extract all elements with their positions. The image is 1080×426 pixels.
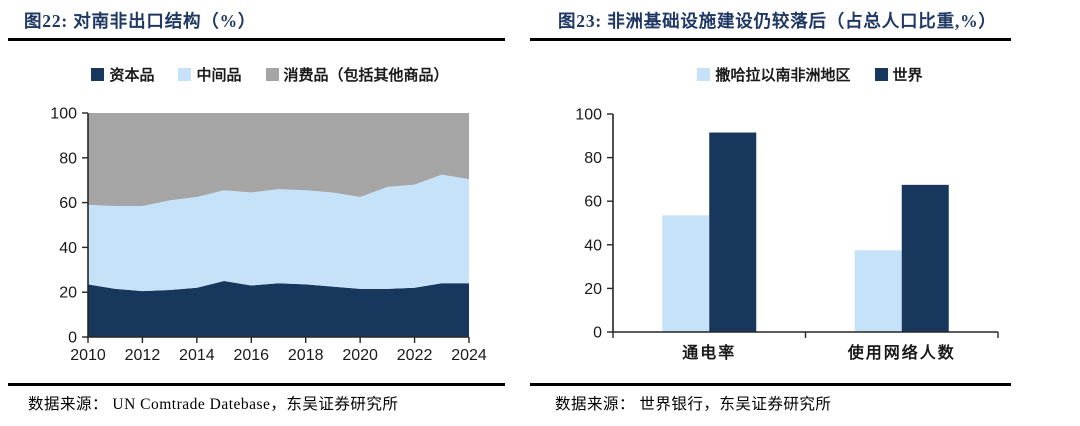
x-tick-label: 2024 — [451, 347, 487, 364]
figure22-stacked-area-chart: 0 20 40 60 80 100 2010 2012 2014 2016 2018 2020 2022… — [50, 106, 487, 365]
figure22-legend: 资本品 中间品 消费品（包括其他商品） — [0, 64, 540, 85]
bar-通电率-series-0 — [662, 215, 710, 332]
legend-swatch-icon — [265, 68, 279, 81]
y-tick-label: 80 — [59, 150, 77, 167]
figure23-source: 数据来源： 世界银行，东吴证券研究所 — [555, 396, 832, 413]
legend-item-2: 消费品（包括其他商品） — [265, 64, 449, 85]
x-tick-label: 2016 — [233, 347, 269, 364]
x-category-label: 使用网络人数 — [847, 343, 956, 362]
y-tick-label: 0 — [68, 330, 77, 347]
figure23-title-underline — [530, 38, 1011, 41]
figure22-title: 图22: 对南非出口结构（%） — [24, 11, 257, 31]
x-tick-label: 2014 — [179, 347, 215, 364]
figure23-title: 图23: 非洲基础设施建设仍较落后（占总人口比重,%） — [558, 11, 997, 31]
figure23-legend: 撒哈拉以南非洲地区 世界 — [540, 64, 1080, 85]
y-tick-label: 0 — [593, 325, 602, 342]
bar-使用网络人数-series-0 — [854, 250, 902, 332]
y-tick-label: 60 — [584, 194, 602, 211]
figure22-source: 数据来源： UN Comtrade Datebase，东吴证券研究所 — [28, 396, 399, 413]
y-tick-label: 100 — [50, 106, 77, 123]
legend-item-1: 中间品 — [178, 64, 242, 85]
legend-label: 世界 — [892, 68, 923, 84]
area-series-0 — [88, 281, 469, 337]
legend-item-0: 资本品 — [91, 64, 154, 85]
bar-使用网络人数-series-1 — [901, 184, 949, 332]
y-tick-label: 20 — [59, 285, 77, 302]
y-tick-label: 80 — [584, 150, 602, 167]
x-tick-label: 2020 — [342, 347, 378, 364]
figure22-panel: 0 20 40 60 80 100 2010 2012 2014 2016 2018 2020 2022… — [0, 11, 540, 413]
figure23-bar-chart: 通电率 使用网络人数 0 20 40 60 80 100 — [575, 107, 999, 362]
legend-label: 消费品（包括其他商品） — [283, 68, 449, 84]
figure23-panel: 通电率 使用网络人数 0 20 40 60 80 100 图23: 非洲基础设施建设仍较落后（… — [530, 0, 1080, 426]
legend-swatch-icon — [874, 68, 888, 81]
figure22-title-underline — [8, 38, 505, 41]
legend-swatch-icon — [178, 68, 192, 81]
x-tick-label: 2018 — [288, 347, 324, 364]
y-tick-label: 40 — [59, 240, 77, 257]
figure23-source-divider — [530, 383, 1011, 386]
x-tick-label: 2010 — [70, 347, 106, 364]
legend-swatch-icon — [91, 68, 105, 81]
figure22-source-divider — [8, 383, 505, 386]
y-tick-label: 60 — [59, 195, 77, 212]
area-series-2 — [88, 113, 469, 206]
y-tick-label: 100 — [575, 107, 602, 124]
y-tick-label: 20 — [584, 281, 602, 298]
legend-swatch-icon — [697, 68, 711, 81]
bar-通电率-series-1 — [709, 132, 757, 332]
legend-label: 中间品 — [196, 68, 242, 84]
x-tick-label: 2022 — [397, 347, 433, 364]
y-tick-label: 40 — [584, 237, 602, 254]
legend-item-0: 撒哈拉以南非洲地区 — [697, 64, 851, 85]
legend-label: 资本品 — [109, 68, 155, 84]
legend-label: 撒哈拉以南非洲地区 — [715, 68, 851, 84]
x-category-label: 通电率 — [682, 343, 736, 362]
area-series-1 — [88, 174, 469, 292]
x-tick-label: 2012 — [125, 347, 161, 364]
legend-item-1: 世界 — [874, 64, 923, 85]
